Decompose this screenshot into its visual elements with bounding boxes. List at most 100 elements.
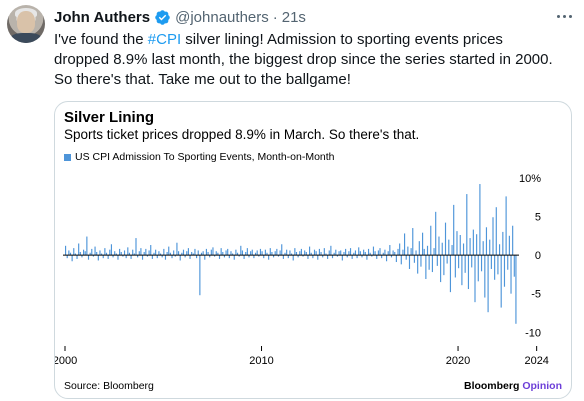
- chart-bar: [489, 239, 491, 256]
- chart-bar: [105, 252, 108, 256]
- chart-bar: [243, 255, 245, 259]
- chart-bar: [345, 248, 347, 256]
- chart-bar: [227, 248, 229, 256]
- chart-bar: [215, 251, 217, 256]
- tweet-timestamp[interactable]: 21s: [281, 8, 306, 26]
- author-handle[interactable]: @johnauthers: [175, 8, 269, 26]
- chart-bar: [313, 249, 316, 256]
- chart-bar: [286, 249, 288, 256]
- chart-bar: [351, 255, 353, 259]
- chart-bar: [130, 255, 132, 259]
- chart-bar: [322, 255, 324, 258]
- chart-bar: [348, 251, 350, 256]
- chart-bar: [382, 252, 384, 256]
- chart-bar: [123, 250, 126, 256]
- chart-bar: [449, 255, 452, 293]
- author-name[interactable]: John Authers: [54, 8, 151, 26]
- chart-bar: [179, 255, 181, 261]
- more-horizontal-icon[interactable]: [554, 9, 574, 23]
- chart-bar: [405, 255, 407, 260]
- chart-bar: [500, 255, 502, 308]
- chart-bar: [498, 244, 501, 256]
- chart-bar: [413, 255, 415, 263]
- chart-bar: [166, 251, 168, 256]
- chart-bar: [137, 255, 139, 258]
- chart-bar: [127, 247, 129, 256]
- chart-card[interactable]: Silver Lining Sports ticket prices dropp…: [54, 101, 572, 399]
- chart-bar: [433, 248, 435, 256]
- chart-bar: [217, 252, 219, 256]
- chart-bar: [503, 255, 506, 287]
- chart-bar: [494, 255, 496, 280]
- chart-bar: [340, 250, 342, 256]
- tweet-header: John Authers @johnauthers · 21s: [54, 7, 306, 27]
- chart-bar: [454, 255, 456, 278]
- chart-bar: [379, 248, 381, 256]
- chart-bar: [487, 255, 489, 313]
- chart-bar: [297, 255, 299, 258]
- chart-bar: [317, 255, 319, 260]
- chart-bar: [422, 232, 424, 256]
- chart-bar: [480, 255, 483, 272]
- chart-bar: [376, 255, 378, 259]
- chart-bar: [94, 246, 96, 256]
- chart-bar: [163, 248, 165, 256]
- avatar[interactable]: [7, 5, 45, 43]
- y-tick-label: -10: [525, 327, 541, 339]
- chart-bar: [71, 255, 73, 262]
- hashtag-link[interactable]: #CPI: [147, 31, 182, 48]
- chart-bar: [78, 243, 80, 256]
- chart-bar: [68, 250, 70, 256]
- separator-dot: ·: [272, 8, 278, 26]
- chart-bar: [271, 251, 273, 256]
- chart-bar: [104, 248, 106, 256]
- chart-bar: [490, 255, 492, 269]
- chart-bar: [431, 255, 433, 273]
- chart-bar: [248, 255, 250, 258]
- chart-bar: [158, 251, 160, 256]
- chart-bar: [133, 253, 135, 256]
- verified-badge-icon[interactable]: [154, 9, 171, 26]
- chart-bar: [515, 255, 517, 324]
- chart-bar: [441, 242, 443, 256]
- chart-bar: [279, 250, 281, 256]
- chart-bar: [246, 248, 248, 256]
- chart-bar: [320, 251, 322, 256]
- chart-bar: [269, 248, 271, 256]
- chart-bar: [299, 251, 301, 256]
- chart-bar: [310, 252, 312, 256]
- chart-bar: [372, 246, 375, 256]
- chart-bar: [132, 249, 134, 256]
- y-tick-label: 0: [535, 250, 541, 262]
- chart-bar: [497, 255, 499, 275]
- chart-bar: [241, 250, 244, 256]
- chart-bar: [304, 250, 306, 256]
- chart-bar: [101, 253, 103, 256]
- chart-bar: [79, 251, 81, 256]
- chart-bar: [264, 249, 266, 256]
- chart-bar: [510, 255, 512, 294]
- chart-bar: [343, 251, 345, 256]
- chart-bar: [395, 255, 397, 263]
- chart-title: Silver Lining: [64, 109, 155, 126]
- chart-bar: [91, 248, 93, 256]
- chart-bar: [428, 255, 430, 270]
- chart-bar: [235, 249, 237, 256]
- chart-bar: [268, 255, 270, 260]
- chart-bar: [330, 245, 332, 256]
- chart-bar: [390, 255, 393, 258]
- tweet-text: I've found the #CPI silver lining! Admis…: [54, 30, 554, 90]
- chart-bar: [325, 253, 327, 256]
- chart-bar: [284, 252, 286, 256]
- chart-bar: [96, 251, 98, 256]
- chart-bar: [364, 251, 366, 256]
- chart-bar: [328, 250, 330, 256]
- chart-bar: [394, 251, 396, 256]
- chart-bar: [159, 253, 162, 256]
- chart-bar: [495, 207, 497, 256]
- chart-bar: [294, 248, 296, 256]
- y-tick-label: 10%: [519, 173, 541, 185]
- chart-bar: [387, 251, 389, 256]
- chart-subtitle: Sports ticket prices dropped 8.9% in Mar…: [64, 127, 420, 142]
- chart-bar: [492, 217, 494, 256]
